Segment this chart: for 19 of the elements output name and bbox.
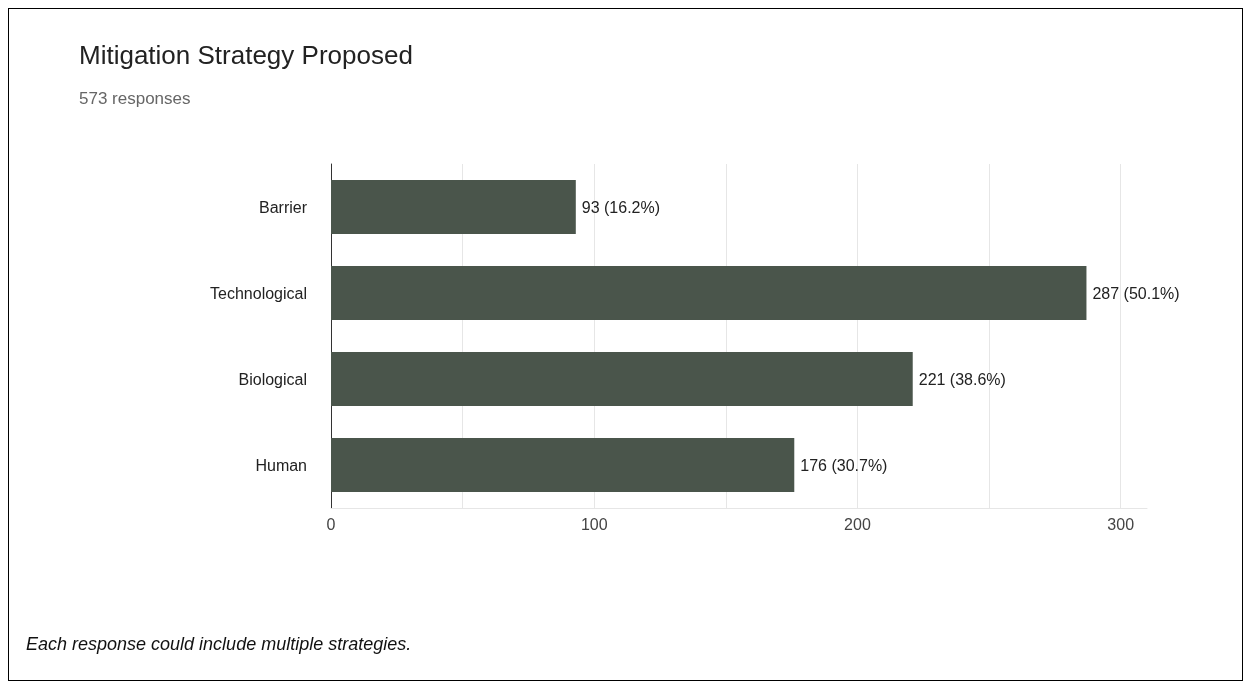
bar bbox=[331, 351, 913, 407]
bar bbox=[331, 265, 1087, 321]
data-label: 287 (50.1%) bbox=[1092, 284, 1180, 302]
y-tick-label: Barrier bbox=[258, 198, 308, 216]
data-label: 221 (38.6%) bbox=[918, 370, 1006, 388]
y-tick-label: Biological bbox=[238, 370, 307, 388]
text: 573 responses bbox=[79, 89, 191, 108]
data-label: 176 (30.7%) bbox=[800, 456, 888, 474]
x-tick-label: 200 bbox=[844, 515, 871, 533]
bar bbox=[331, 437, 795, 493]
text: Each response could include multiple strategies. bbox=[26, 634, 412, 654]
chart-title: Mitigation Strategy Proposed bbox=[79, 40, 413, 70]
y-tick-label: Technological bbox=[210, 284, 307, 302]
bar bbox=[331, 179, 576, 235]
y-tick-label: Human bbox=[255, 456, 307, 474]
x-tick-label: 0 bbox=[326, 515, 336, 533]
data-label: 93 (16.2%) bbox=[581, 198, 661, 216]
x-tick-label: 300 bbox=[1107, 515, 1135, 533]
x-tick-label: 100 bbox=[580, 515, 608, 533]
